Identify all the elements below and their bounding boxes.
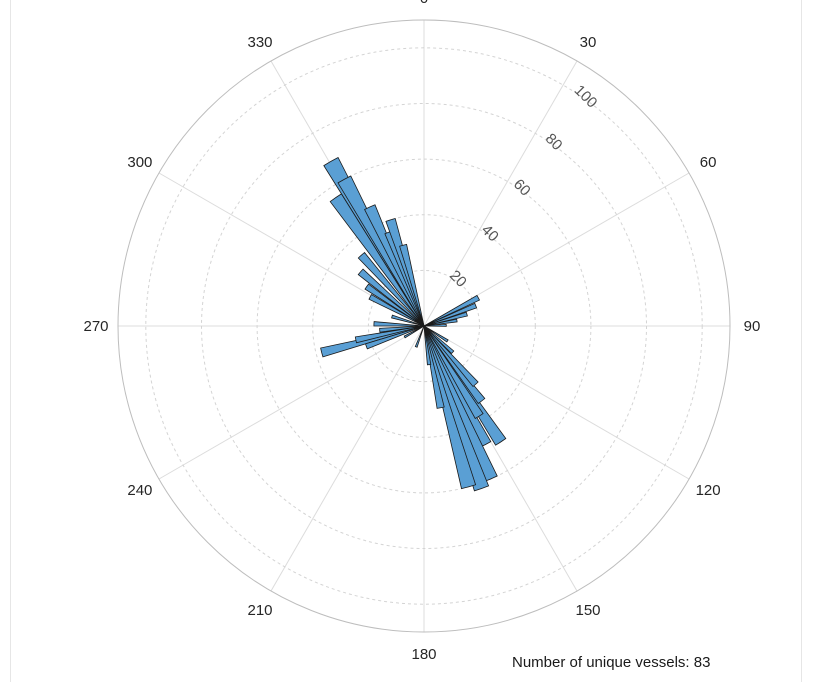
histogram-bar <box>423 294 481 327</box>
figure-border-right <box>801 0 802 682</box>
histogram-bar <box>423 311 468 327</box>
histogram-bar <box>423 325 455 355</box>
grid-ring <box>145 47 703 605</box>
histogram-bar <box>364 325 425 350</box>
histogram-bar <box>423 325 445 409</box>
histogram-bar <box>399 243 425 327</box>
grid-spoke <box>270 325 425 592</box>
histogram-bar <box>368 293 425 327</box>
angle-tick-label: 30 <box>580 34 597 51</box>
angle-tick-label: 0 <box>420 0 428 7</box>
histogram-bar <box>423 325 484 420</box>
histogram-bar <box>391 314 425 327</box>
radial-tick-label: 40 <box>478 221 502 245</box>
grid-spoke <box>158 325 425 480</box>
angle-tick-label: 300 <box>127 154 152 171</box>
grid-ring <box>367 269 481 383</box>
angle-tick-label: 270 <box>83 318 108 335</box>
angle-tick-label: 60 <box>700 154 717 171</box>
histogram-bar <box>423 325 449 343</box>
histogram-bar <box>423 325 432 366</box>
histogram-bar <box>354 325 425 344</box>
histogram-bar <box>385 218 425 327</box>
histogram-bar <box>403 325 425 339</box>
histogram-bar <box>329 193 425 327</box>
histogram-bar <box>357 251 425 327</box>
histogram-bar <box>357 268 425 327</box>
histogram-bar <box>364 283 425 327</box>
grid-spoke <box>423 325 690 480</box>
histogram-bar <box>423 325 477 490</box>
histogram-bar <box>414 325 425 348</box>
angle-tick-label: 180 <box>411 646 436 663</box>
grid-ring <box>201 103 647 549</box>
angle-tick-label: 330 <box>247 34 272 51</box>
figure-border-left <box>10 0 11 682</box>
histogram-bar <box>423 323 447 327</box>
angle-tick-label: 150 <box>575 602 600 619</box>
histogram-bar <box>423 318 458 327</box>
polar-outer-ring <box>117 19 731 633</box>
radial-tick-label: 80 <box>542 130 566 154</box>
angle-tick-label: 240 <box>127 482 152 499</box>
histogram-bar <box>423 325 479 388</box>
histogram-bar <box>423 325 490 492</box>
histogram-bar <box>337 175 425 327</box>
radial-tick-label: 20 <box>446 267 470 291</box>
radial-tick-label: 60 <box>510 176 534 200</box>
grid-ring <box>312 214 536 438</box>
vessel-count-note: Number of unique vessels: 83 <box>512 654 711 671</box>
histogram-bar <box>423 302 478 327</box>
grid-ring <box>256 158 592 494</box>
angle-tick-label: 210 <box>247 602 272 619</box>
histogram-bar <box>373 321 425 327</box>
grid-spoke <box>423 60 578 327</box>
histogram-bar <box>364 204 425 327</box>
angle-tick-label: 120 <box>696 482 721 499</box>
angle-tick-label: 90 <box>744 318 761 335</box>
